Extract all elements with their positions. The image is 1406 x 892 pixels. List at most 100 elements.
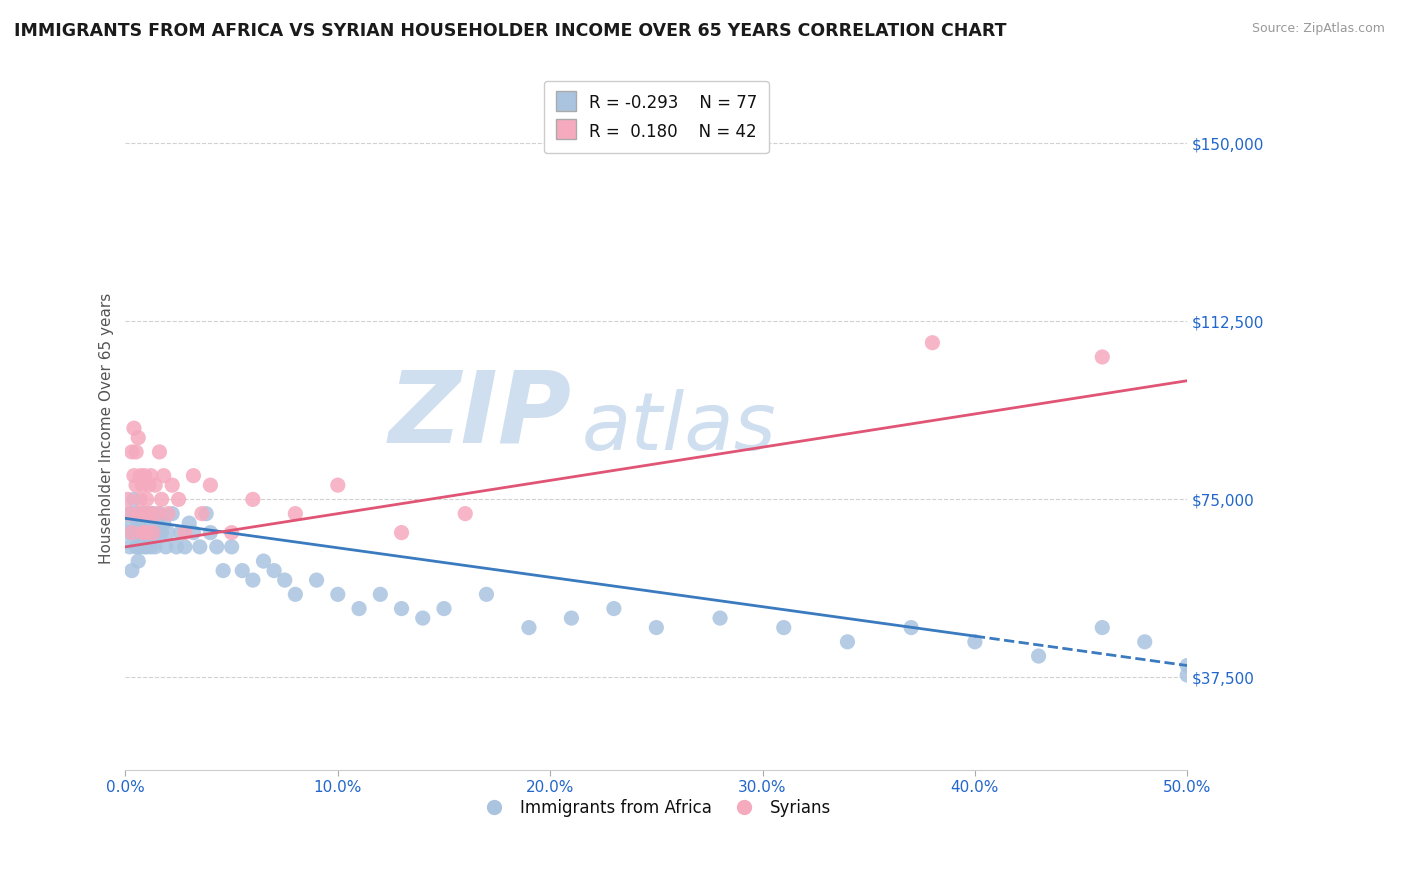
Point bbox=[284, 507, 307, 521]
Point bbox=[134, 507, 156, 521]
Point bbox=[121, 525, 143, 540]
Point bbox=[183, 525, 205, 540]
Point bbox=[170, 525, 193, 540]
Point bbox=[191, 507, 214, 521]
Point bbox=[122, 421, 145, 435]
Point bbox=[152, 516, 174, 530]
Point bbox=[560, 611, 582, 625]
Point bbox=[118, 540, 141, 554]
Point bbox=[142, 525, 165, 540]
Point bbox=[155, 540, 177, 554]
Point bbox=[165, 540, 187, 554]
Point bbox=[131, 525, 153, 540]
Point bbox=[127, 554, 149, 568]
Point bbox=[118, 507, 141, 521]
Point bbox=[709, 611, 731, 625]
Point bbox=[242, 573, 264, 587]
Point bbox=[412, 611, 434, 625]
Point bbox=[125, 478, 148, 492]
Point bbox=[921, 335, 943, 350]
Point bbox=[121, 564, 143, 578]
Point bbox=[284, 587, 307, 601]
Point bbox=[146, 516, 169, 530]
Point bbox=[837, 635, 859, 649]
Legend: Immigrants from Africa, Syrians: Immigrants from Africa, Syrians bbox=[475, 792, 838, 823]
Point bbox=[125, 445, 148, 459]
Point bbox=[252, 554, 274, 568]
Point bbox=[900, 621, 922, 635]
Point bbox=[212, 564, 235, 578]
Point bbox=[121, 445, 143, 459]
Point bbox=[475, 587, 498, 601]
Point bbox=[142, 525, 165, 540]
Point bbox=[129, 468, 152, 483]
Point bbox=[122, 468, 145, 483]
Point bbox=[127, 516, 149, 530]
Point bbox=[1175, 668, 1198, 682]
Point bbox=[200, 478, 222, 492]
Point bbox=[242, 492, 264, 507]
Point bbox=[134, 507, 156, 521]
Point bbox=[433, 601, 456, 615]
Point bbox=[1133, 635, 1156, 649]
Point bbox=[117, 492, 139, 507]
Point bbox=[139, 507, 162, 521]
Point bbox=[221, 540, 243, 554]
Text: IMMIGRANTS FROM AFRICA VS SYRIAN HOUSEHOLDER INCOME OVER 65 YEARS CORRELATION CH: IMMIGRANTS FROM AFRICA VS SYRIAN HOUSEHO… bbox=[14, 22, 1007, 40]
Point bbox=[160, 507, 183, 521]
Point bbox=[143, 540, 166, 554]
Point bbox=[195, 507, 218, 521]
Point bbox=[603, 601, 626, 615]
Point bbox=[139, 540, 162, 554]
Point bbox=[231, 564, 253, 578]
Point bbox=[129, 540, 152, 554]
Point bbox=[274, 573, 297, 587]
Point bbox=[160, 478, 183, 492]
Point bbox=[143, 478, 166, 492]
Point bbox=[138, 478, 160, 492]
Point bbox=[1091, 350, 1114, 364]
Point bbox=[139, 468, 162, 483]
Point bbox=[517, 621, 540, 635]
Point bbox=[135, 492, 157, 507]
Point bbox=[139, 507, 162, 521]
Point bbox=[138, 516, 160, 530]
Point bbox=[1028, 648, 1050, 663]
Point bbox=[391, 525, 413, 540]
Point bbox=[188, 540, 211, 554]
Point bbox=[200, 525, 222, 540]
Point bbox=[347, 601, 370, 615]
Point bbox=[129, 492, 152, 507]
Point bbox=[179, 516, 201, 530]
Point bbox=[156, 507, 179, 521]
Point bbox=[150, 525, 173, 540]
Point bbox=[125, 525, 148, 540]
Point bbox=[263, 564, 285, 578]
Point bbox=[368, 587, 391, 601]
Point bbox=[205, 540, 228, 554]
Point bbox=[772, 621, 794, 635]
Point bbox=[138, 525, 160, 540]
Point bbox=[326, 478, 349, 492]
Point bbox=[148, 445, 170, 459]
Point bbox=[152, 468, 174, 483]
Point bbox=[183, 468, 205, 483]
Y-axis label: Householder Income Over 65 years: Householder Income Over 65 years bbox=[100, 293, 114, 564]
Point bbox=[174, 540, 197, 554]
Point bbox=[135, 507, 157, 521]
Point bbox=[221, 525, 243, 540]
Point bbox=[1091, 621, 1114, 635]
Point bbox=[121, 516, 143, 530]
Point bbox=[134, 540, 156, 554]
Point bbox=[135, 525, 157, 540]
Point bbox=[645, 621, 668, 635]
Text: atlas: atlas bbox=[582, 389, 776, 467]
Point bbox=[125, 507, 148, 521]
Point bbox=[146, 507, 169, 521]
Point bbox=[142, 507, 165, 521]
Point bbox=[129, 507, 152, 521]
Point bbox=[305, 573, 328, 587]
Point bbox=[131, 478, 153, 492]
Point bbox=[326, 587, 349, 601]
Point bbox=[454, 507, 477, 521]
